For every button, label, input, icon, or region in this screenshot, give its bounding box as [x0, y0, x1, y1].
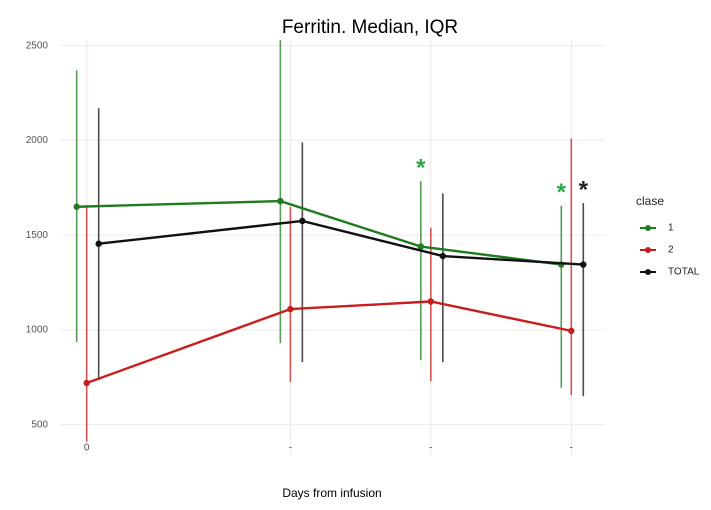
y-tick-label: 500 [31, 419, 48, 430]
data-point [83, 379, 90, 387]
legend-swatch [645, 225, 651, 231]
annotation: * [579, 176, 589, 203]
legend-swatch [645, 247, 651, 253]
y-tick-label: 1500 [26, 230, 49, 241]
x-tick-label: - [289, 443, 292, 454]
data-point [580, 261, 587, 268]
data-point [287, 305, 294, 313]
annotation: * [416, 155, 426, 182]
series-line [98, 219, 584, 266]
x-tick-label: - [570, 443, 573, 454]
data-point [95, 240, 102, 247]
legend-label: TOTAL [668, 267, 700, 278]
x-axis-label: Days from infusion [282, 486, 381, 500]
x-tick-label: - [429, 443, 432, 454]
annotation: * [557, 179, 567, 206]
legend-label: 2 [668, 245, 674, 256]
data-point [439, 252, 447, 260]
series-line [76, 199, 562, 266]
series-line [86, 300, 572, 385]
data-point [568, 327, 575, 335]
y-tick-label: 1000 [26, 325, 49, 336]
chart-title: Ferritin. Median, IQR [282, 17, 458, 38]
data-point [427, 298, 435, 305]
data-point [299, 217, 306, 225]
data-point [73, 203, 80, 210]
x-tick-label: 0 [84, 443, 90, 454]
legend-swatch [645, 269, 651, 275]
y-tick-label: 2000 [26, 135, 49, 146]
y-tick-label: 2500 [26, 40, 49, 51]
data-point [277, 197, 284, 205]
data-point [417, 243, 425, 250]
legend-title: clase [636, 194, 664, 208]
legend-label: 1 [668, 223, 674, 234]
